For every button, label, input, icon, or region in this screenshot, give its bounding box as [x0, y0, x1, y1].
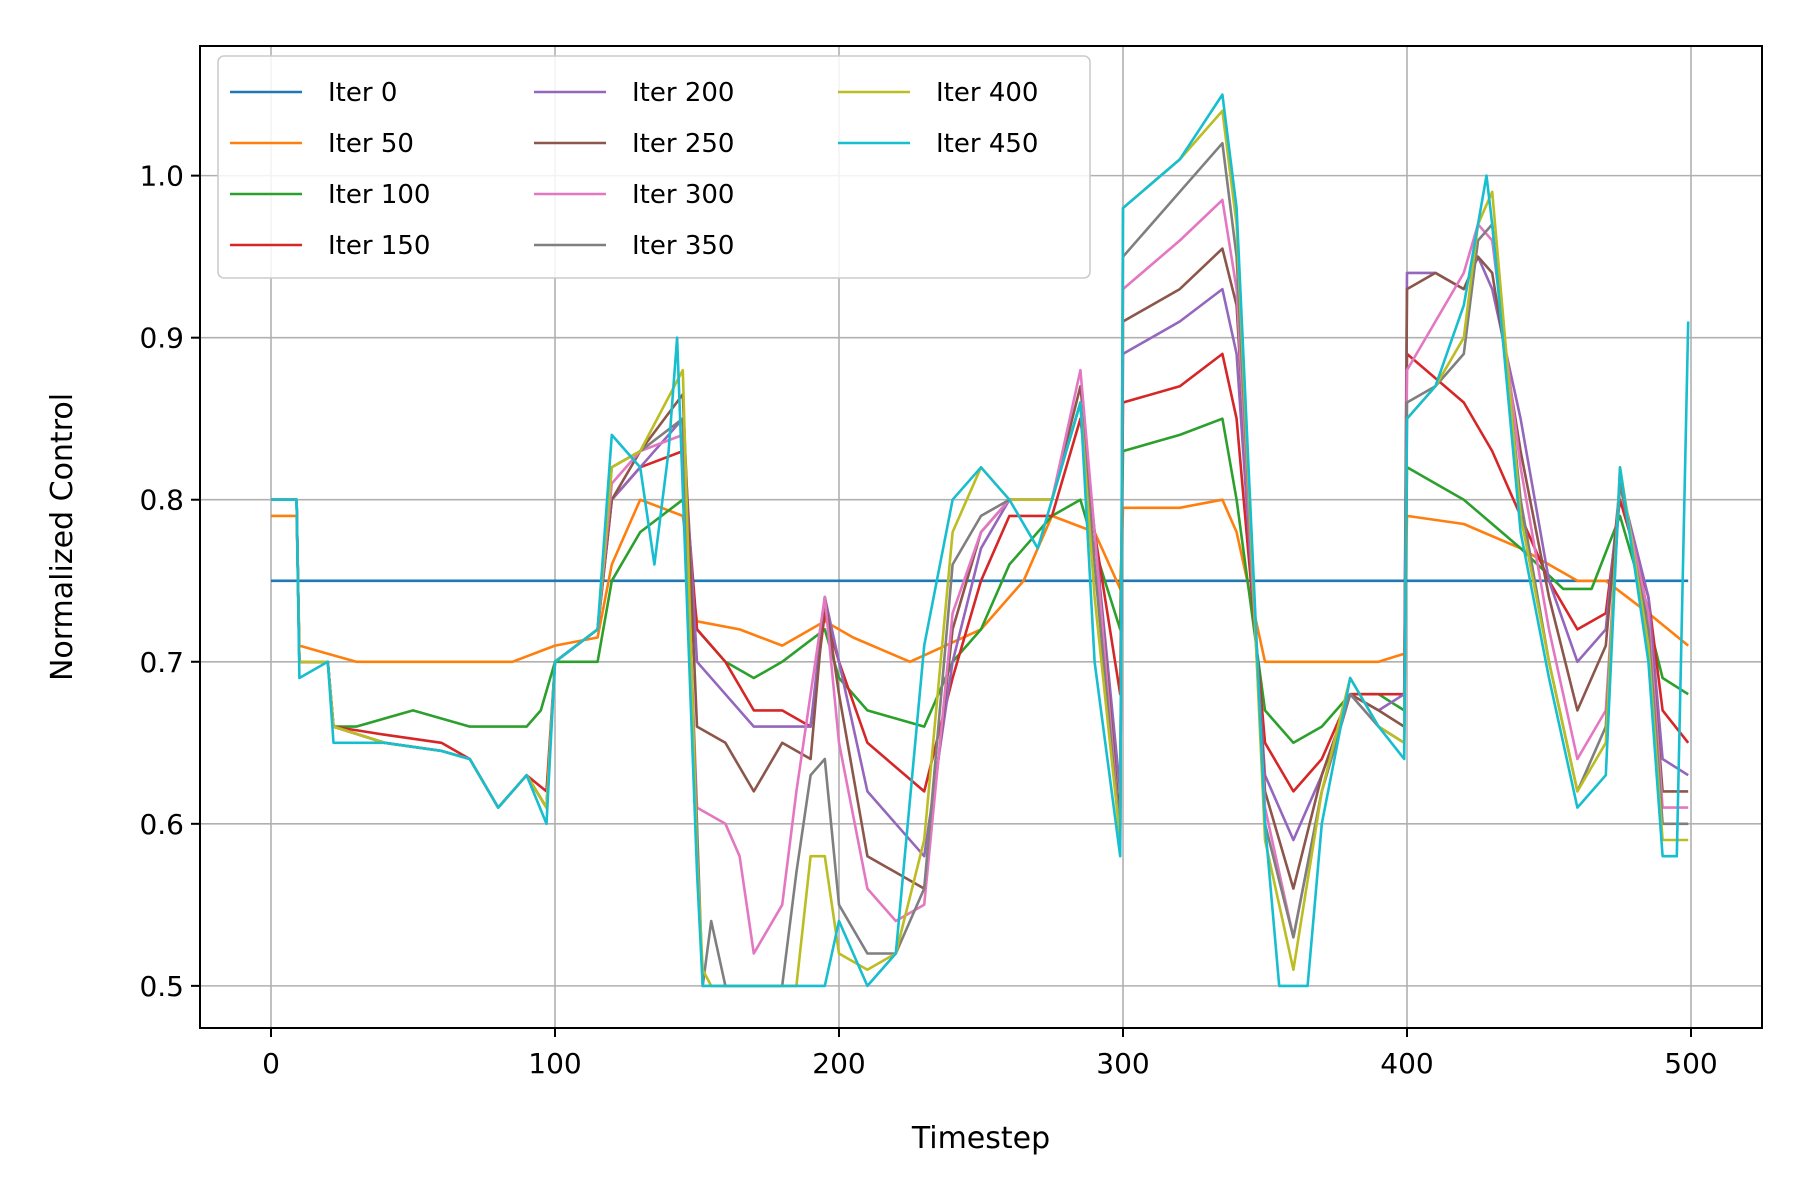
- legend-label: Iter 150: [328, 231, 430, 261]
- y-tick-label: 1.0: [139, 160, 184, 193]
- x-tick-label: 500: [1664, 1047, 1717, 1080]
- x-tick-label: 300: [1096, 1047, 1149, 1080]
- y-axis-title: Normalized Control: [45, 393, 80, 681]
- y-tick-label: 0.7: [139, 646, 184, 679]
- y-tick-label: 0.6: [139, 808, 184, 841]
- x-tick-label: 0: [262, 1047, 280, 1080]
- legend-label: Iter 100: [328, 180, 430, 210]
- series-line-iter-250: [271, 247, 1689, 890]
- legend-label: Iter 200: [632, 78, 734, 108]
- series-line-iter-300: [271, 198, 1689, 955]
- x-tick-label: 400: [1380, 1047, 1433, 1080]
- y-tick-label: 0.8: [139, 484, 184, 517]
- plot-frame: [199, 45, 1763, 1029]
- legend-label: Iter 0: [328, 78, 397, 108]
- y-axis-ticks: 0.5 0.6 0.7 0.8 0.9 1.0: [139, 160, 200, 1003]
- x-tick-label: 200: [812, 1047, 865, 1080]
- series-line-iter-200: [271, 255, 1689, 858]
- x-axis-ticks: 0 100 200 300 400 500: [262, 1028, 1718, 1080]
- x-axis-title: Timestep: [911, 1121, 1050, 1156]
- series-line-iter-450: [271, 93, 1690, 988]
- y-tick-label: 0.5: [139, 970, 184, 1003]
- legend-label: Iter 350: [632, 231, 734, 261]
- legend-label: Iter 400: [936, 78, 1038, 108]
- legend: Iter 0 Iter 50 Iter 100 Iter 150 Iter 200 Ite…: [217, 55, 1091, 279]
- y-tick-label: 0.9: [139, 322, 184, 355]
- legend-label: Iter 250: [632, 129, 734, 159]
- legend-label: Iter 300: [632, 180, 734, 210]
- x-tick-label: 100: [528, 1047, 581, 1080]
- legend-box: [217, 55, 1091, 279]
- series-lines: [271, 93, 1690, 988]
- legend-label: Iter 450: [936, 129, 1038, 159]
- legend-label: Iter 50: [328, 129, 414, 159]
